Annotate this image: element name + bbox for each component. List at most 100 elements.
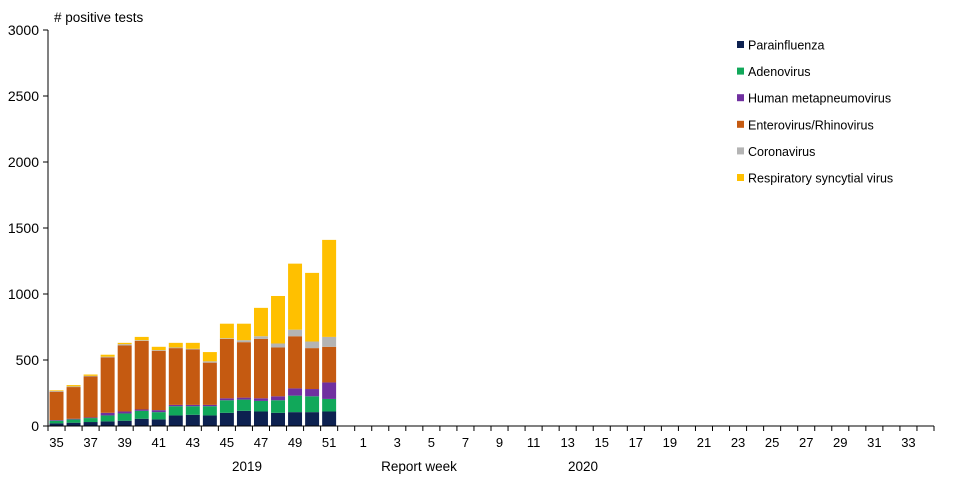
x-tick-label: 15 — [595, 435, 609, 450]
legend-label: Adenovirus — [748, 65, 811, 79]
bar-segment — [83, 422, 98, 426]
y-tick-label: 2000 — [8, 154, 39, 170]
legend-swatch — [737, 94, 744, 102]
y-tick-label: 500 — [16, 352, 40, 368]
bar-segment — [100, 356, 115, 358]
y-tick-label: 2500 — [8, 88, 39, 104]
x-tick-label: 41 — [152, 435, 166, 450]
bar-segment — [83, 375, 98, 377]
bar-segment — [185, 404, 200, 407]
bar-segment — [134, 336, 149, 341]
bar-segment — [117, 345, 132, 412]
x-tick-label: 19 — [663, 435, 677, 450]
bar-segment — [202, 361, 217, 363]
bar-segment — [151, 410, 166, 413]
bar-segment — [288, 388, 303, 396]
y-axis-title: # positive tests — [54, 10, 144, 25]
bar-segment — [322, 336, 337, 347]
bar-segment — [271, 396, 286, 401]
year-label-2019: 2019 — [232, 459, 262, 474]
bar-segment — [202, 404, 217, 407]
x-tick-label: 3 — [394, 435, 401, 450]
x-tick-label: 39 — [117, 435, 131, 450]
bar-segment — [219, 400, 234, 413]
bar-segment — [219, 323, 234, 339]
bar-segment — [168, 347, 183, 349]
legend-label: Enterovirus/Rhinovirus — [748, 118, 874, 132]
bar-segment — [66, 385, 81, 387]
legend-swatch — [737, 174, 744, 181]
bars — [49, 239, 337, 426]
bar-segment — [202, 362, 217, 405]
bar-segment — [151, 419, 166, 426]
bar-segment — [66, 419, 81, 423]
bar-segment — [117, 420, 132, 426]
bar-segment — [322, 239, 337, 337]
bar-segment — [219, 338, 234, 339]
bar-segment — [100, 412, 115, 416]
bar-segment — [151, 350, 166, 411]
bar-segment — [49, 390, 64, 392]
x-tick-label: 29 — [833, 435, 847, 450]
x-tick-label: 17 — [629, 435, 643, 450]
bar-segment — [305, 396, 320, 413]
bar-segment — [288, 336, 303, 389]
bar-segment — [168, 348, 183, 405]
bar-segment — [253, 400, 268, 412]
bar-segment — [305, 389, 320, 397]
bar-segment — [49, 391, 64, 392]
legend-label: Parainfluenza — [748, 39, 824, 53]
bar-segment — [271, 347, 286, 397]
bar-segment — [185, 342, 200, 349]
bar-segment — [134, 418, 149, 426]
bar-segment — [117, 342, 132, 345]
x-tick-label: 31 — [867, 435, 881, 450]
year-label-2020: 2020 — [568, 459, 598, 474]
x-tick-label: 47 — [254, 435, 268, 450]
bar-segment — [253, 336, 268, 339]
x-tick-label: 25 — [765, 435, 779, 450]
bar-segment — [117, 413, 132, 421]
bar-segment — [202, 406, 217, 416]
y-tick-label: 1500 — [8, 220, 39, 236]
bar-segment — [49, 423, 64, 426]
x-tick-label: 9 — [496, 435, 503, 450]
bar-segment — [236, 323, 251, 341]
bar-segment — [236, 410, 251, 426]
x-tick-label: 27 — [799, 435, 813, 450]
bar-segment — [151, 412, 166, 420]
bar-segment — [253, 398, 268, 401]
x-tick-label: 7 — [462, 435, 469, 450]
bar-segment — [202, 415, 217, 426]
bar-segment — [253, 307, 268, 337]
x-tick-label: 37 — [83, 435, 97, 450]
bar-segment — [168, 404, 183, 407]
bar-segment — [219, 398, 234, 401]
y-tick-label: 0 — [31, 418, 39, 434]
bar-segment — [151, 346, 166, 351]
bar-segment — [66, 418, 81, 420]
x-axis-ticks: 35 37 39 41 43 45 47 49 51 1 3 5 7 9 11 13 15 17 19 21 23 25 2… — [47, 426, 935, 450]
bar-segment — [83, 374, 98, 376]
x-tick-label: 51 — [322, 435, 336, 450]
bar-segment — [236, 397, 251, 400]
bar-segment — [322, 382, 337, 399]
bar-segment — [305, 412, 320, 426]
bar-segment — [185, 414, 200, 426]
bar-segment — [271, 295, 286, 344]
x-tick-label: 45 — [220, 435, 234, 450]
bar-segment — [185, 406, 200, 415]
bar-segment — [66, 386, 81, 388]
x-tick-label: 23 — [731, 435, 745, 450]
x-tick-label: 33 — [901, 435, 915, 450]
x-axis-title: Report week — [381, 459, 457, 474]
bar-segment — [236, 340, 251, 343]
x-tick-label: 11 — [527, 435, 541, 450]
bar-segment — [253, 411, 268, 426]
x-tick-label: 13 — [560, 435, 574, 450]
y-tick-label: 3000 — [8, 22, 39, 38]
bar-segment — [305, 341, 320, 349]
bar-segment — [305, 348, 320, 390]
bar-segment — [288, 412, 303, 426]
